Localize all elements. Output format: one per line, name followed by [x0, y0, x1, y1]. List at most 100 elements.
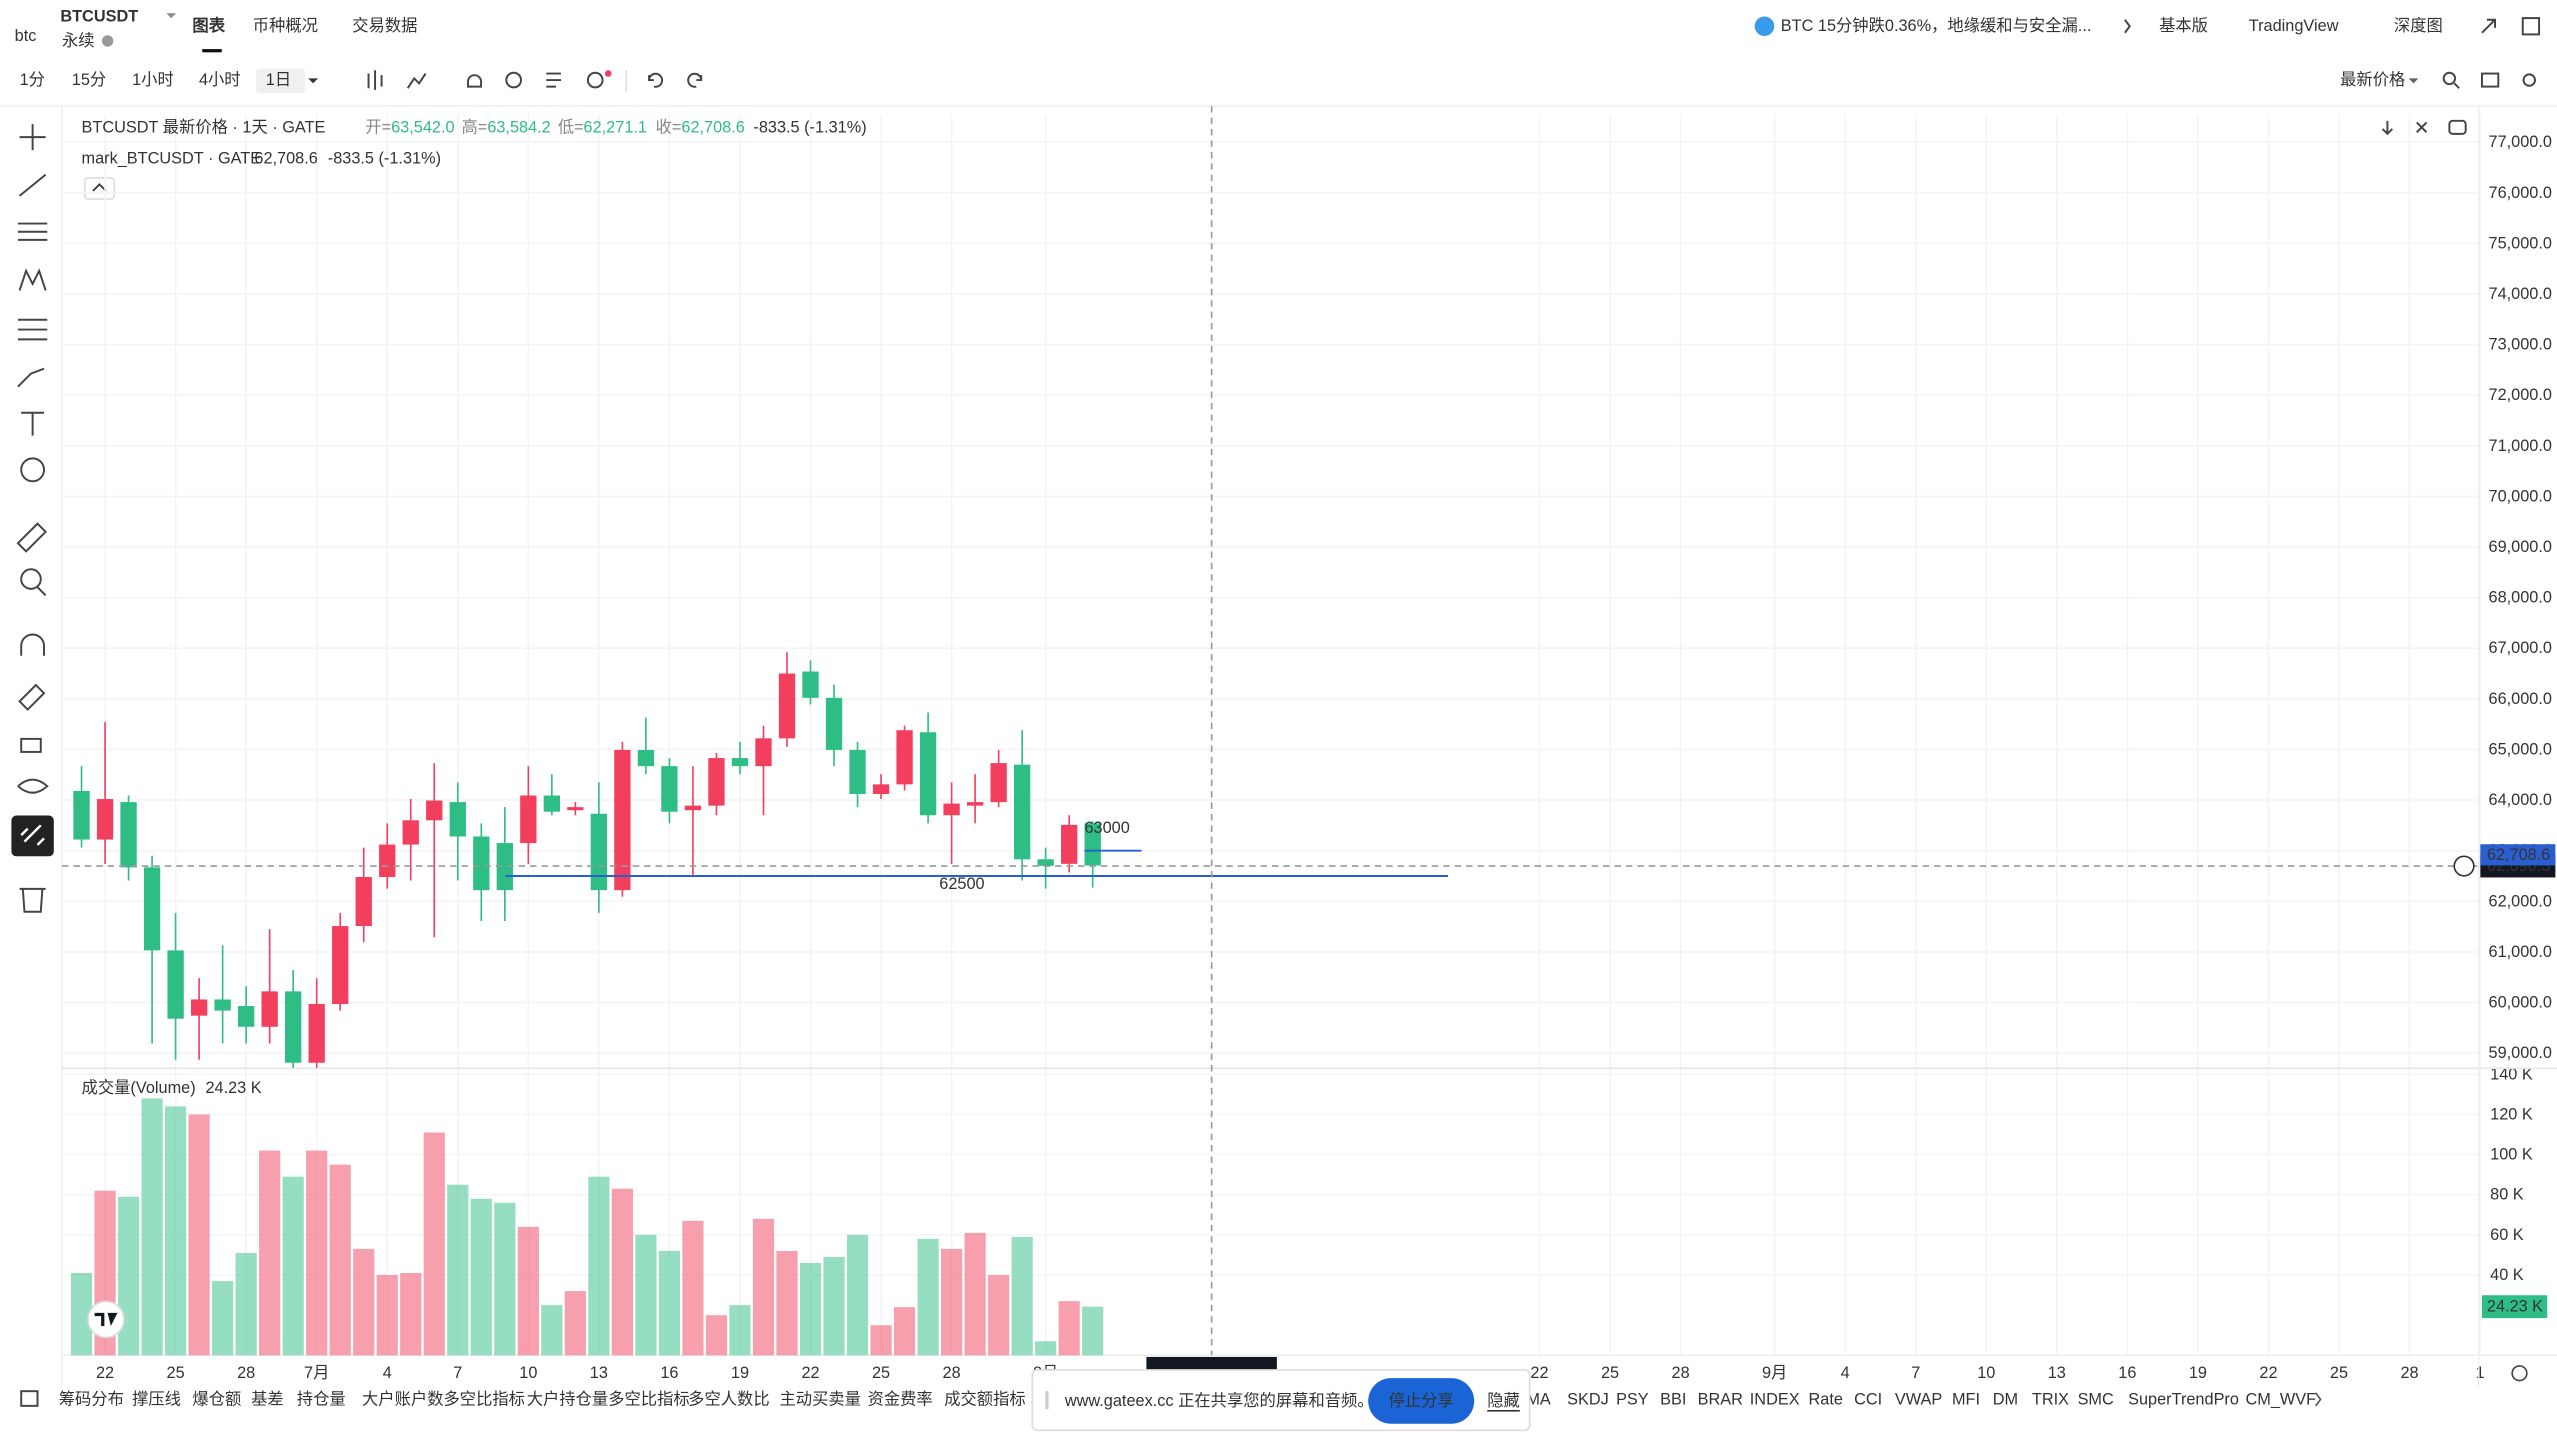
- candle-body: [261, 991, 278, 1027]
- candle-body: [943, 803, 960, 816]
- y-tick-label: 66,000.0: [2489, 690, 2552, 708]
- candle-body: [778, 673, 796, 739]
- indicator-tab[interactable]: SKDJ: [1567, 1390, 1609, 1408]
- indicator-tab[interactable]: INDEX: [1750, 1390, 1800, 1408]
- info-icon[interactable]: [101, 35, 114, 47]
- volume-bar: [988, 1275, 1010, 1356]
- link-tool[interactable]: [20, 824, 45, 846]
- volume-bar: [658, 1250, 681, 1356]
- volume-bar: [470, 1198, 492, 1356]
- indicator-tab[interactable]: 成交额指标: [944, 1390, 1025, 1408]
- news-icon: [1754, 16, 1775, 37]
- indicator-tab[interactable]: CCI: [1854, 1390, 1882, 1408]
- chart-corner-icons[interactable]: [2381, 119, 2467, 136]
- indicator-tab[interactable]: PSY: [1616, 1390, 1649, 1408]
- volume-tag: [2481, 1295, 2548, 1319]
- stop-share-label[interactable]: 停止分享: [1389, 1392, 1454, 1410]
- settings-icon[interactable]: [2511, 1365, 2528, 1382]
- ohlc-value: 63,542.0: [391, 118, 454, 136]
- indicator-tab[interactable]: 爆仓额: [192, 1389, 241, 1408]
- toolbar-icons[interactable]: [367, 70, 2536, 90]
- indicator-tab[interactable]: SMC: [2078, 1390, 2114, 1408]
- interval[interactable]: 1小时: [132, 71, 174, 89]
- candle-body: [120, 802, 137, 868]
- news[interactable]: BTC 15分钟跌0.36%，地缘缓和与安全漏...: [1781, 17, 2092, 35]
- ohlc-label: 高=: [461, 118, 487, 136]
- news-arrow[interactable]: [2124, 19, 2131, 34]
- indicator-tab[interactable]: 多空人数比: [688, 1390, 769, 1408]
- candle-body: [1084, 823, 1101, 866]
- candle-body: [167, 950, 184, 1019]
- indicator-tab[interactable]: 资金费率: [868, 1390, 933, 1408]
- indicator-tab[interactable]: 持仓量: [297, 1390, 346, 1408]
- header-link[interactable]: TradingView: [2249, 17, 2339, 35]
- indicator-tab[interactable]: MFI: [1952, 1390, 1980, 1408]
- indicator-tab[interactable]: Rate: [1808, 1390, 1842, 1408]
- volume-tick-label: 100 K: [2490, 1146, 2533, 1164]
- x-tick-label: 7月: [304, 1364, 329, 1382]
- symbol-caret[interactable]: [166, 13, 177, 19]
- indicator-tab[interactable]: 大户账户数多空比指标: [362, 1390, 525, 1408]
- tab[interactable]: 币种概况: [253, 17, 318, 35]
- y-tick-label: 64,000.0: [2489, 791, 2552, 809]
- indicator-tab[interactable]: CM_WVF: [2246, 1390, 2317, 1408]
- drawing-tools[interactable]: [16, 124, 49, 913]
- indicator-tab[interactable]: BRAR: [1698, 1390, 1744, 1408]
- volume-bar: [964, 1232, 986, 1356]
- symbol[interactable]: BTCUSDT: [60, 7, 138, 25]
- indicator-tab[interactable]: 大户持仓量多空比指标: [527, 1390, 690, 1408]
- calendar-icon[interactable]: [20, 1390, 39, 1407]
- volume-bar: [447, 1184, 469, 1356]
- ohlc-value: 63,584.2: [487, 118, 550, 136]
- interval[interactable]: 1日: [266, 71, 291, 89]
- interval[interactable]: 4小时: [199, 71, 241, 89]
- candle-body: [896, 730, 913, 785]
- price-source-caret[interactable]: [2408, 78, 2419, 84]
- tab[interactable]: 交易数据: [352, 17, 417, 35]
- indicator-more[interactable]: [2314, 1392, 2322, 1407]
- indicator-tab[interactable]: MA: [1526, 1390, 1551, 1408]
- volume-legend-value: 24.23 K: [205, 1079, 261, 1097]
- stop-share-button[interactable]: [1368, 1378, 1475, 1424]
- tab-underline: [202, 49, 222, 53]
- candle-body: [966, 802, 984, 806]
- collapse-arrow[interactable]: [92, 183, 107, 192]
- chart-title: BTCUSDT 最新价格 · 1天 · GATE: [82, 118, 326, 136]
- expand-icon[interactable]: [2481, 18, 2497, 34]
- volume-tick-label: 120 K: [2490, 1105, 2533, 1123]
- indicator-tab[interactable]: 主动买卖量: [779, 1390, 860, 1408]
- indicator-tab[interactable]: 筹码分布: [59, 1390, 124, 1408]
- candle-body: [332, 926, 349, 1005]
- volume-bar: [893, 1307, 916, 1356]
- interval[interactable]: 1分: [20, 71, 45, 89]
- indicator-tab[interactable]: 基差: [251, 1390, 284, 1408]
- hide-link[interactable]: 隐藏: [1487, 1392, 1520, 1410]
- indicator-tab[interactable]: BBI: [1660, 1390, 1686, 1408]
- interval[interactable]: 15分: [72, 71, 106, 89]
- indicator-tab[interactable]: DM: [1993, 1390, 2018, 1408]
- crosshair-plus[interactable]: [2453, 855, 2475, 877]
- interval-caret[interactable]: [308, 78, 318, 84]
- candle-body: [520, 795, 537, 844]
- collapse-button[interactable]: [83, 177, 115, 200]
- x-tick-label: 9月: [1762, 1364, 1787, 1382]
- volume-bar: [917, 1238, 939, 1356]
- volume-tick-label: 140 K: [2490, 1065, 2533, 1083]
- indicator-tab[interactable]: VWAP: [1895, 1390, 1943, 1408]
- header-link[interactable]: 基本版: [2159, 17, 2208, 35]
- header-link[interactable]: 深度图: [2394, 17, 2443, 35]
- price-source[interactable]: 最新价格: [2340, 71, 2405, 89]
- indicator-tab[interactable]: TRIX: [2032, 1390, 2069, 1408]
- window-icon[interactable]: [2521, 17, 2541, 36]
- indicator-tab[interactable]: 撑压线: [132, 1390, 181, 1408]
- volume-bar: [329, 1164, 351, 1356]
- indicator-tab[interactable]: SuperTrendPro: [2128, 1390, 2239, 1408]
- y-tick-label: 72,000.0: [2489, 386, 2552, 404]
- active-tool-bg[interactable]: [11, 815, 54, 857]
- volume-bar: [729, 1305, 751, 1356]
- x-tick-label: 22: [1530, 1364, 1548, 1382]
- candle-body: [496, 843, 513, 891]
- tab[interactable]: 图表: [192, 16, 225, 35]
- ohlc-value: 62,708.6: [681, 118, 744, 136]
- x-tick-label: 7: [453, 1364, 462, 1382]
